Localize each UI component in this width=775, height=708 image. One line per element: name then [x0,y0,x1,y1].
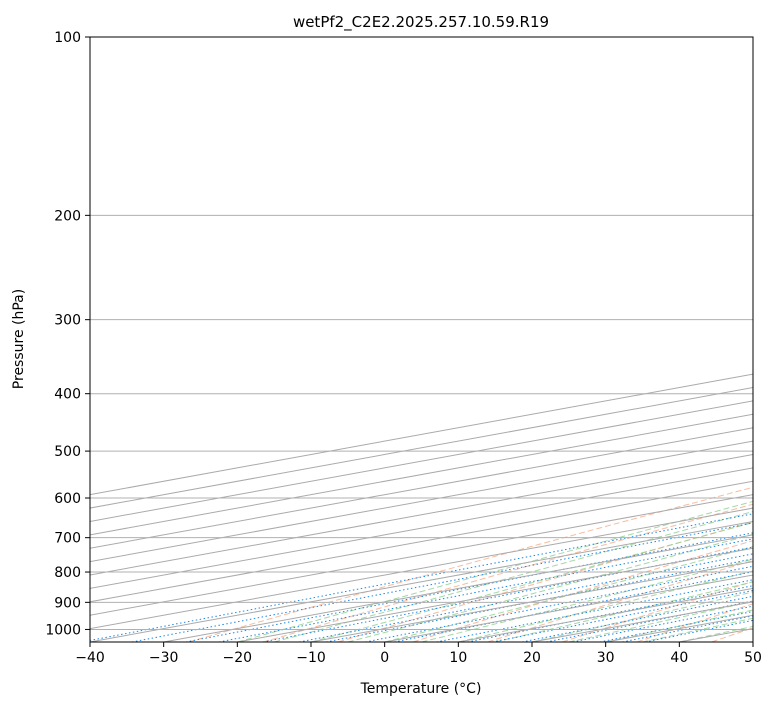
moist-adiabat-line [384,546,753,642]
isotherm-line [90,427,753,549]
y-tick-label: 700 [54,531,81,547]
mixing-ratio-line [492,589,753,642]
y-tick-label: 1000 [45,622,81,638]
mixing-ratio-line [90,513,753,641]
mixing-ratio-line [572,605,753,642]
y-tick-label: 300 [54,313,81,329]
y-tick-label: 800 [54,565,81,581]
isotherm-line [90,494,753,616]
mixing-ratio-line [522,595,753,642]
y-tick-label: 200 [54,208,81,224]
moist-adiabat-line [421,558,753,642]
isotherm-line [163,534,753,642]
moist-adiabat-line [495,581,753,642]
y-axis-ticks: 100 200 300 400 500 600 700 800 900 1000 [45,30,90,638]
isotherm-line [90,507,753,630]
y-tick-label: 400 [54,387,81,403]
isotherm-line [90,453,753,576]
x-tick-label: −30 [149,650,179,666]
mixing-ratio-line [131,522,753,642]
moist-adiabat-line [531,591,753,642]
x-tick-label: 40 [670,650,688,666]
moist-adiabat-line [310,521,753,642]
x-tick-label: 0 [380,650,389,666]
isotherm-line [90,440,753,563]
mixing-ratio-line [546,600,753,642]
y-axis-label: Pressure (hPa) [11,289,27,389]
mixing-ratio-line [326,558,753,642]
dry-adiabat-line [188,486,753,642]
pressure-gridlines [90,37,753,630]
background-lines [90,37,753,642]
y-tick-label: 100 [54,30,81,46]
isotherm-line [90,520,753,642]
isotherm-line [90,467,753,589]
y-tick-label: 600 [54,491,81,507]
isotherm-lines [90,373,753,642]
x-tick-label: 50 [744,650,762,666]
chart-title: wetPf2_C2E2.2025.257.10.59.R19 [293,13,549,32]
dry-adiabat-line [562,580,753,642]
isotherm-line [90,480,753,603]
y-tick-label: 500 [54,444,81,460]
moist-adiabat-line [347,533,753,642]
x-tick-label: 20 [523,650,541,666]
y-tick-label: 900 [54,595,81,611]
x-axis-ticks: −40 −30 −20 −10 0 10 20 30 40 50 [75,642,762,666]
x-tick-label: −20 [223,650,253,666]
x-tick-label: 30 [597,650,615,666]
x-axis-label: Temperature (°C) [360,681,482,697]
x-tick-label: −40 [75,650,105,666]
plot-frame [89,36,754,643]
mixing-ratio-line [218,538,753,642]
x-tick-label: 10 [449,650,467,666]
x-tick-label: −10 [296,650,326,666]
